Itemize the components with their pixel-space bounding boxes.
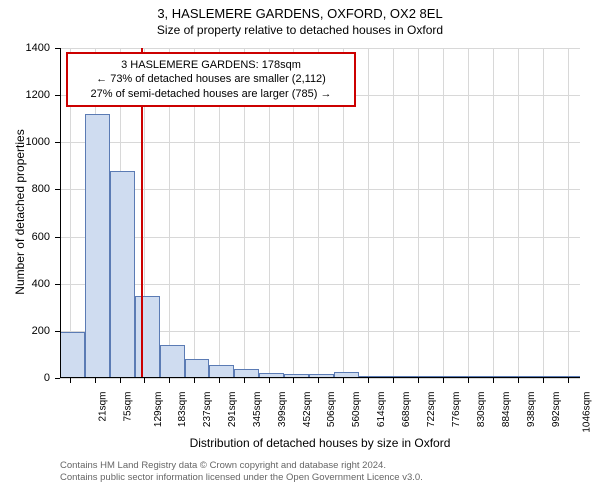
- y-tick-label: 1000: [0, 136, 50, 148]
- y-tick-mark: [55, 378, 60, 379]
- info-box: 3 HASLEMERE GARDENS: 178sqm← 73% of deta…: [66, 52, 356, 107]
- x-axis-line: [60, 377, 580, 378]
- gridline-vertical: [518, 48, 519, 378]
- plot-area: 3 HASLEMERE GARDENS: 178sqm← 73% of deta…: [60, 48, 580, 378]
- info-box-line: 3 HASLEMERE GARDENS: 178sqm: [76, 58, 346, 72]
- x-tick-mark: [343, 378, 344, 383]
- y-tick-mark: [55, 95, 60, 96]
- x-tick-label: 776sqm: [451, 392, 462, 428]
- x-tick-mark: [418, 378, 419, 383]
- histogram-bar: [110, 171, 135, 378]
- gridline-vertical: [568, 48, 569, 378]
- x-tick-label: 668sqm: [401, 392, 412, 428]
- y-tick-mark: [55, 48, 60, 49]
- y-tick-label: 1400: [0, 42, 50, 54]
- x-tick-label: 560sqm: [351, 392, 362, 428]
- x-tick-mark: [393, 378, 394, 383]
- x-tick-label: 1046sqm: [581, 392, 592, 433]
- histogram-bar: [85, 114, 110, 378]
- gridline-vertical: [368, 48, 369, 378]
- footer-credits: Contains HM Land Registry data © Crown c…: [60, 460, 423, 485]
- x-tick-label: 506sqm: [327, 392, 338, 428]
- gridline-vertical: [543, 48, 544, 378]
- y-tick-label: 0: [0, 372, 50, 384]
- histogram-bar: [160, 345, 185, 378]
- x-tick-label: 884sqm: [501, 392, 512, 428]
- x-tick-label: 183sqm: [178, 392, 189, 428]
- gridline-vertical: [393, 48, 394, 378]
- footer-line-1: Contains HM Land Registry data © Crown c…: [60, 460, 423, 472]
- x-tick-mark: [468, 378, 469, 383]
- histogram-bar: [135, 296, 160, 379]
- y-tick-mark: [55, 284, 60, 285]
- x-tick-mark: [518, 378, 519, 383]
- x-tick-label: 21sqm: [97, 392, 108, 422]
- x-tick-mark: [493, 378, 494, 383]
- histogram-bar: [60, 332, 85, 378]
- x-tick-mark: [144, 378, 145, 383]
- y-tick-label: 800: [0, 183, 50, 195]
- x-tick-label: 291sqm: [227, 392, 238, 428]
- x-tick-mark: [244, 378, 245, 383]
- x-tick-label: 237sqm: [202, 392, 213, 428]
- y-tick-mark: [55, 331, 60, 332]
- x-tick-label: 938sqm: [526, 392, 537, 428]
- chart-container: { "chart": { "type": "histogram", "title…: [0, 0, 600, 500]
- y-tick-label: 400: [0, 278, 50, 290]
- x-tick-mark: [368, 378, 369, 383]
- histogram-bar: [185, 359, 210, 378]
- x-tick-mark: [318, 378, 319, 383]
- info-box-line: ← 73% of detached houses are smaller (2,…: [76, 72, 346, 86]
- x-tick-label: 830sqm: [476, 392, 487, 428]
- gridline-vertical: [418, 48, 419, 378]
- y-axis-line: [60, 48, 61, 378]
- chart-subtitle: Size of property relative to detached ho…: [0, 21, 600, 37]
- x-tick-label: 345sqm: [252, 392, 263, 428]
- gridline-horizontal: [60, 284, 580, 285]
- y-tick-label: 1200: [0, 89, 50, 101]
- gridline-horizontal: [60, 142, 580, 143]
- y-tick-mark: [55, 237, 60, 238]
- x-tick-label: 399sqm: [277, 392, 288, 428]
- x-tick-mark: [269, 378, 270, 383]
- gridline-vertical: [443, 48, 444, 378]
- info-box-line: 27% of semi-detached houses are larger (…: [76, 87, 346, 101]
- x-tick-mark: [219, 378, 220, 383]
- x-tick-mark: [543, 378, 544, 383]
- x-tick-mark: [443, 378, 444, 383]
- gridline-horizontal: [60, 378, 580, 379]
- y-tick-mark: [55, 142, 60, 143]
- x-tick-mark: [169, 378, 170, 383]
- x-tick-mark: [293, 378, 294, 383]
- x-tick-label: 75sqm: [122, 392, 133, 422]
- x-tick-mark: [95, 378, 96, 383]
- x-tick-label: 722sqm: [426, 392, 437, 428]
- x-tick-label: 129sqm: [153, 392, 164, 428]
- x-tick-mark: [194, 378, 195, 383]
- gridline-horizontal: [60, 48, 580, 49]
- gridline-horizontal: [60, 237, 580, 238]
- x-tick-label: 614sqm: [376, 392, 387, 428]
- gridline-vertical: [493, 48, 494, 378]
- y-tick-mark: [55, 189, 60, 190]
- gridline-vertical: [468, 48, 469, 378]
- x-axis-label: Distribution of detached houses by size …: [60, 436, 580, 450]
- chart-title: 3, HASLEMERE GARDENS, OXFORD, OX2 8EL: [0, 0, 600, 21]
- footer-line-2: Contains public sector information licen…: [60, 472, 423, 484]
- x-tick-mark: [120, 378, 121, 383]
- y-tick-label: 600: [0, 231, 50, 243]
- y-axis-label: Number of detached properties: [13, 122, 27, 302]
- x-tick-label: 992sqm: [551, 392, 562, 428]
- x-tick-mark: [568, 378, 569, 383]
- x-tick-mark: [70, 378, 71, 383]
- gridline-horizontal: [60, 189, 580, 190]
- y-tick-label: 200: [0, 325, 50, 337]
- x-tick-label: 452sqm: [302, 392, 313, 428]
